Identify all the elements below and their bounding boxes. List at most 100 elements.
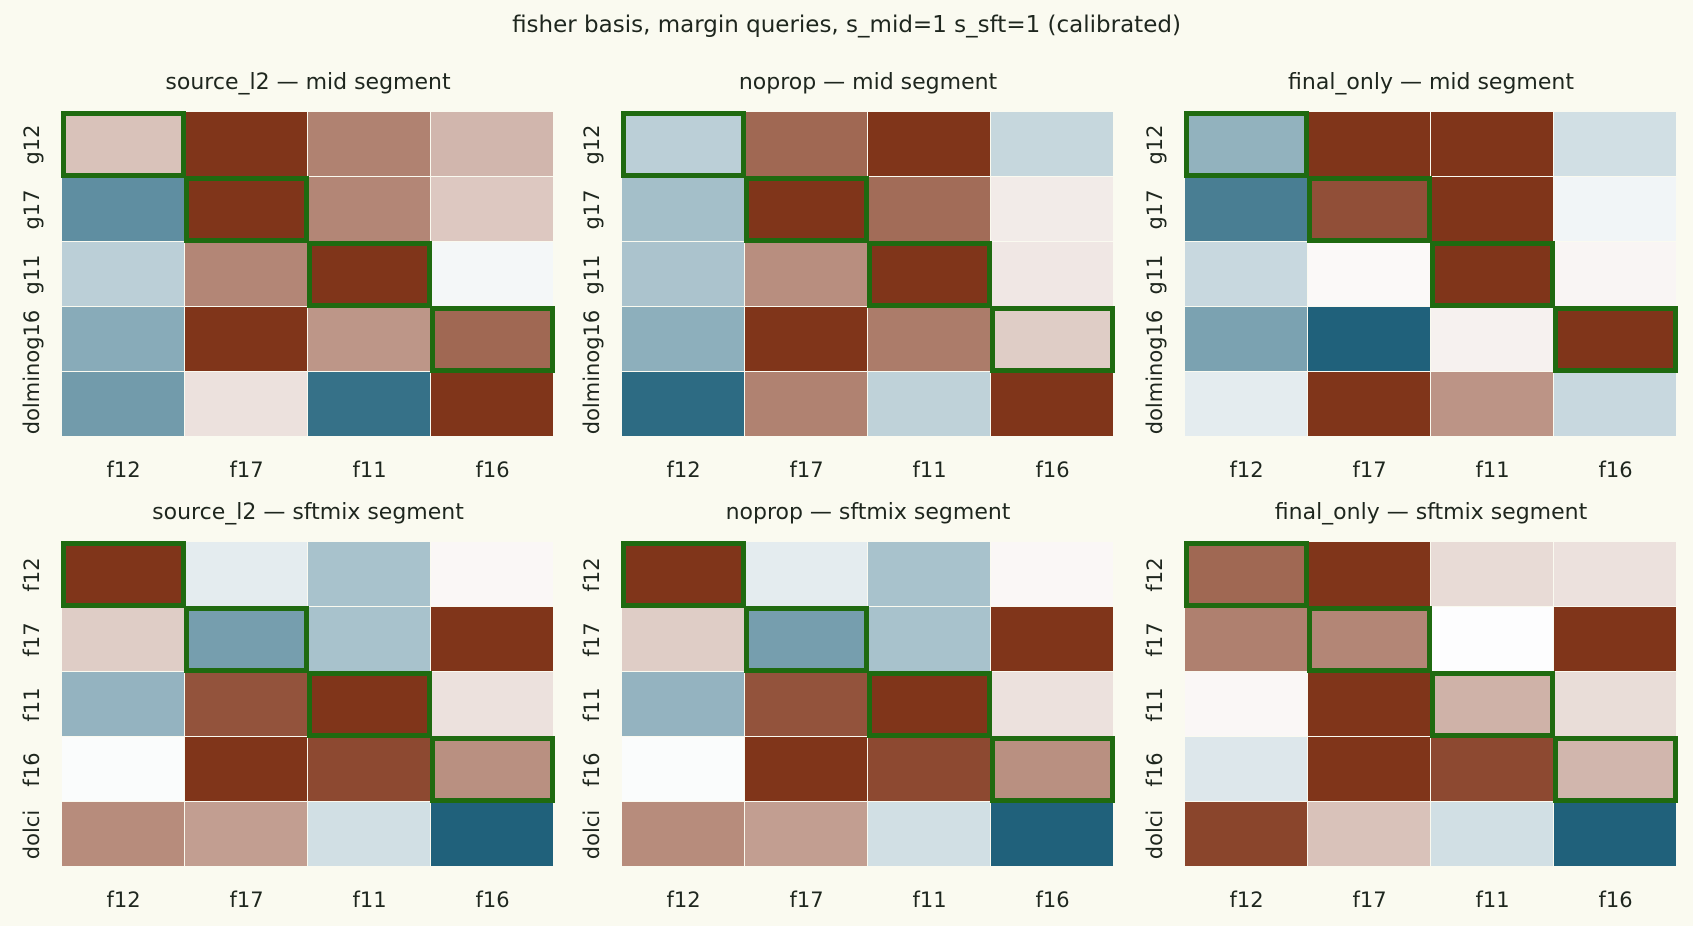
heatmap-cell — [622, 112, 744, 176]
x-tick-label: f11 — [352, 888, 386, 912]
heatmap-cell — [185, 372, 307, 436]
y-tick-label: f11 — [580, 687, 604, 721]
diagonal-highlight-box — [990, 306, 1115, 373]
heatmap-cell — [745, 672, 867, 736]
heatmap-panel-6: final_only — sftmix segment f12 f17 f11 f16 f… — [1143, 500, 1678, 912]
heatmap-cell — [1308, 307, 1430, 371]
heatmap-cell — [185, 802, 307, 866]
y-tick-label: dolminog16 — [20, 310, 44, 435]
heatmap-cell — [308, 672, 430, 736]
heatmap-cell — [868, 307, 990, 371]
diagonal-highlight-box — [744, 606, 869, 673]
heatmap-cell — [431, 307, 553, 371]
heatmap-cell — [308, 307, 430, 371]
y-tick-label: g12 — [580, 124, 604, 164]
y-tick-label: dolminog16 — [580, 310, 604, 435]
heatmap-cell — [745, 112, 867, 176]
heatmap-cell — [431, 372, 553, 436]
diagonal-highlight-box — [867, 241, 992, 308]
heatmap-cell — [622, 177, 744, 241]
heatmap-cell — [1554, 607, 1676, 671]
heatmap-cell — [308, 542, 430, 606]
heatmap-cell — [622, 242, 744, 306]
heatmap-cell — [308, 242, 430, 306]
heatmap-cell — [991, 307, 1113, 371]
y-tick-label: dolci — [1143, 810, 1167, 859]
heatmap-cell — [431, 542, 553, 606]
heatmap-cell — [868, 672, 990, 736]
heatmap-cell — [745, 802, 867, 866]
x-tick-label: f17 — [789, 888, 823, 912]
panel-title: source_l2 — sftmix segment — [152, 500, 464, 525]
heatmap-cell — [308, 372, 430, 436]
heatmap-cell — [431, 737, 553, 801]
heatmap-cell — [1431, 607, 1553, 671]
diagonal-highlight-box — [430, 736, 555, 803]
heatmap-cell — [1554, 672, 1676, 736]
y-tick-label: g17 — [1143, 189, 1167, 229]
heatmap-cell — [431, 112, 553, 176]
y-tick-label: f11 — [1143, 687, 1167, 721]
y-tick-label: dolminog16 — [1143, 310, 1167, 435]
heatmap-cell — [745, 542, 867, 606]
x-tick-label: f16 — [475, 458, 509, 482]
panel-title: final_only — sftmix segment — [1275, 500, 1588, 525]
heatmap-cell — [1308, 802, 1430, 866]
panel-title: noprop — sftmix segment — [726, 500, 1011, 525]
heatmap-cell — [868, 607, 990, 671]
diagonal-highlight-box — [1553, 306, 1678, 373]
diagonal-highlight-box — [990, 736, 1115, 803]
x-tick-label: f12 — [106, 458, 140, 482]
diagonal-highlight-box — [621, 111, 746, 178]
diagonal-highlight-box — [61, 111, 186, 178]
diagonal-highlight-box — [744, 176, 869, 243]
heatmap-cell — [308, 802, 430, 866]
heatmap-cell — [1431, 542, 1553, 606]
x-tick-label: f16 — [1598, 458, 1632, 482]
diagonal-highlight-box — [184, 176, 309, 243]
heatmap-cell — [1431, 672, 1553, 736]
heatmap-cell — [1308, 177, 1430, 241]
heatmap-cell — [868, 542, 990, 606]
x-tick-label: f17 — [1352, 458, 1386, 482]
heatmap-cell — [868, 737, 990, 801]
heatmap-cell — [185, 672, 307, 736]
heatmap-cell — [991, 542, 1113, 606]
y-tick-label: f16 — [580, 752, 604, 786]
y-tick-label: dolci — [580, 810, 604, 859]
y-tick-label: f17 — [20, 622, 44, 656]
heatmap-cell — [62, 372, 184, 436]
heatmap-cell — [62, 112, 184, 176]
heatmap-cell — [622, 672, 744, 736]
diagonal-highlight-box — [307, 241, 432, 308]
heatmap-cell — [991, 672, 1113, 736]
heatmap-cell — [1308, 372, 1430, 436]
y-tick-label: f17 — [580, 622, 604, 656]
heatmap-cell — [1185, 372, 1307, 436]
x-tick-label: f16 — [1598, 888, 1632, 912]
x-tick-label: f16 — [475, 888, 509, 912]
heatmap-cell — [308, 112, 430, 176]
heatmap-cell — [62, 672, 184, 736]
heatmap-cell — [1554, 802, 1676, 866]
heatmap-cell — [62, 737, 184, 801]
x-tick-label: f17 — [789, 458, 823, 482]
heatmap-cell — [991, 112, 1113, 176]
x-tick-label: f12 — [1229, 888, 1263, 912]
heatmap-cell — [308, 737, 430, 801]
heatmap-cell — [62, 542, 184, 606]
heatmap-cell — [622, 307, 744, 371]
heatmap-cell — [868, 802, 990, 866]
heatmap-cell — [431, 242, 553, 306]
heatmap-cell — [62, 307, 184, 371]
y-tick-label: dolci — [20, 810, 44, 859]
heatmap-cell — [431, 802, 553, 866]
x-tick-label: f12 — [1229, 458, 1263, 482]
heatmap-cell — [62, 177, 184, 241]
heatmap-cell — [431, 177, 553, 241]
heatmap-cell — [1185, 607, 1307, 671]
heatmap-cell — [1431, 737, 1553, 801]
x-tick-label: f16 — [1035, 458, 1069, 482]
x-tick-label: f11 — [912, 458, 946, 482]
